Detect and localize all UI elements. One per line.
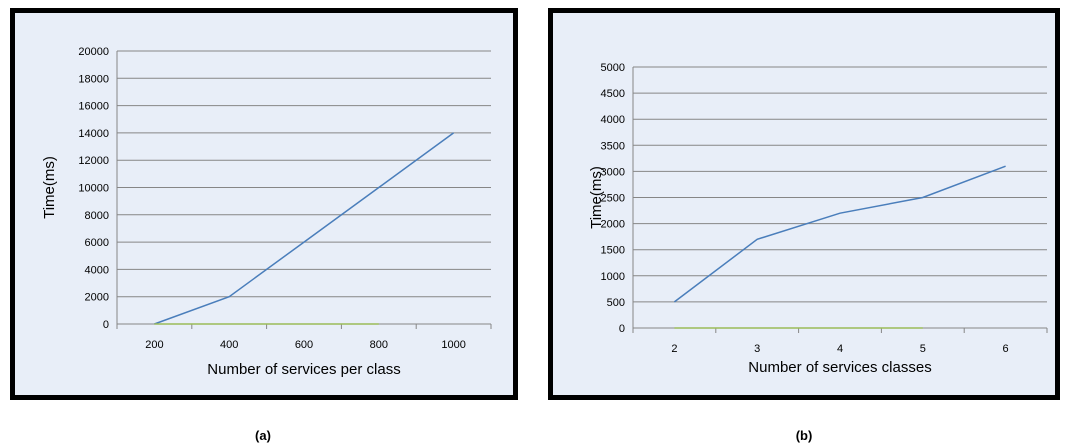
chart-b-y-axis-label: Time(ms) bbox=[588, 166, 605, 229]
chart-b-y-tick-label: 0 bbox=[619, 323, 625, 335]
chart-a-y-tick-label: 18000 bbox=[78, 73, 109, 85]
chart-b-y-tick-label: 2500 bbox=[601, 193, 625, 205]
chart-b-x-tick-label: 2 bbox=[671, 343, 677, 355]
chart-b-y-tick-label: 3000 bbox=[601, 166, 625, 178]
chart-b-y-tick-label: 1500 bbox=[601, 245, 625, 257]
chart-b-y-tick-label: 4000 bbox=[601, 114, 625, 126]
chart-b-y-tick-label: 2000 bbox=[601, 219, 625, 231]
chart-b-series-1-line bbox=[673, 165, 1006, 303]
chart-a-x-tick-label: 200 bbox=[145, 339, 163, 351]
chart-a-y-tick-label: 8000 bbox=[85, 210, 109, 222]
chart-b-y-tick-label: 1000 bbox=[601, 271, 625, 283]
chart-a-y-tick-label: 2000 bbox=[85, 292, 109, 304]
chart-a-x-axis-label: Number of services per class bbox=[207, 361, 400, 378]
chart-b-x-axis-label: Number of services classes bbox=[748, 359, 931, 376]
chart-a-y-tick-label: 0 bbox=[103, 319, 109, 331]
chart-a-y-tick-label: 4000 bbox=[85, 264, 109, 276]
chart-a-y-tick-label: 16000 bbox=[78, 101, 109, 113]
chart-a-x-tick-label: 1000 bbox=[441, 339, 465, 351]
chart-b-y-tick-label: 3500 bbox=[601, 140, 625, 152]
chart-a-y-axis-label: Time(ms) bbox=[41, 156, 58, 219]
chart-b-frame: 0 500 1000 1500 2000 2500 3000 3500 4000 4500 5000… bbox=[548, 8, 1060, 400]
caption-a: (a) bbox=[255, 428, 271, 443]
chart-b-y-tick-label: 5000 bbox=[601, 62, 625, 74]
chart-b-y-tick-label: 500 bbox=[607, 297, 625, 309]
chart-b-y-tick-label: 4500 bbox=[601, 88, 625, 100]
chart-a-y-tick-label: 6000 bbox=[85, 237, 109, 249]
chart-a-x-tick-label: 400 bbox=[220, 339, 238, 351]
chart-a-x-tick-label: 600 bbox=[295, 339, 313, 351]
chart-a-series-1-line bbox=[154, 132, 455, 325]
chart-a-frame: 0 2000 4000 6000 8000 10000 12000 14000 16000 180… bbox=[10, 8, 518, 400]
chart-b-x-tick-label: 4 bbox=[837, 343, 843, 355]
chart-b-x-tick-label: 3 bbox=[754, 343, 760, 355]
chart-a-y-tick-label: 10000 bbox=[78, 183, 109, 195]
chart-a-y-tick-label: 14000 bbox=[78, 128, 109, 140]
chart-a-x-tick-label: 800 bbox=[370, 339, 388, 351]
chart-b-x-tick-label: 5 bbox=[920, 343, 926, 355]
chart-b-x-tick-label: 6 bbox=[1003, 343, 1009, 355]
caption-b: (b) bbox=[795, 428, 813, 443]
chart-a-y-tick-label: 20000 bbox=[78, 46, 109, 58]
chart-b-svg: 0 500 1000 1500 2000 2500 3000 3500 4000 4500 5000… bbox=[588, 62, 1048, 376]
chart-a-svg: 0 2000 4000 6000 8000 10000 12000 14000 16000 180… bbox=[41, 46, 492, 378]
chart-a-y-tick-label: 12000 bbox=[78, 155, 109, 167]
